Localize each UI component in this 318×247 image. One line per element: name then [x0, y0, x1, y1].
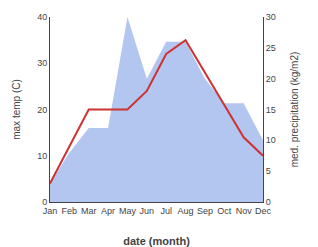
svg-text:Apr: Apr: [101, 206, 115, 216]
svg-text:May: May: [119, 206, 137, 216]
svg-text:Nov: Nov: [236, 206, 253, 216]
svg-text:20: 20: [37, 105, 47, 115]
svg-text:Jun: Jun: [140, 206, 155, 216]
svg-text:30: 30: [37, 58, 47, 68]
svg-text:15: 15: [266, 105, 276, 115]
svg-text:0: 0: [42, 197, 47, 207]
svg-text:Oct: Oct: [217, 206, 232, 216]
svg-text:Jul: Jul: [160, 206, 172, 216]
svg-text:20: 20: [266, 74, 276, 84]
svg-text:Jan: Jan: [43, 206, 58, 216]
svg-text:date (month): date (month): [123, 235, 190, 247]
svg-text:10: 10: [37, 151, 47, 161]
svg-text:max temp (C): max temp (C): [11, 79, 22, 140]
svg-text:Dec: Dec: [255, 206, 272, 216]
svg-text:Aug: Aug: [178, 206, 194, 216]
svg-text:Sep: Sep: [197, 206, 213, 216]
svg-text:0: 0: [266, 197, 271, 207]
svg-text:10: 10: [266, 135, 276, 145]
svg-text:Mar: Mar: [81, 206, 97, 216]
svg-text:med. precipitation (kg/m2): med. precipitation (kg/m2): [289, 52, 300, 168]
svg-text:40: 40: [37, 12, 47, 22]
svg-text:Feb: Feb: [62, 206, 78, 216]
svg-text:25: 25: [266, 43, 276, 53]
svg-text:5: 5: [266, 166, 271, 176]
svg-text:30: 30: [266, 12, 276, 22]
